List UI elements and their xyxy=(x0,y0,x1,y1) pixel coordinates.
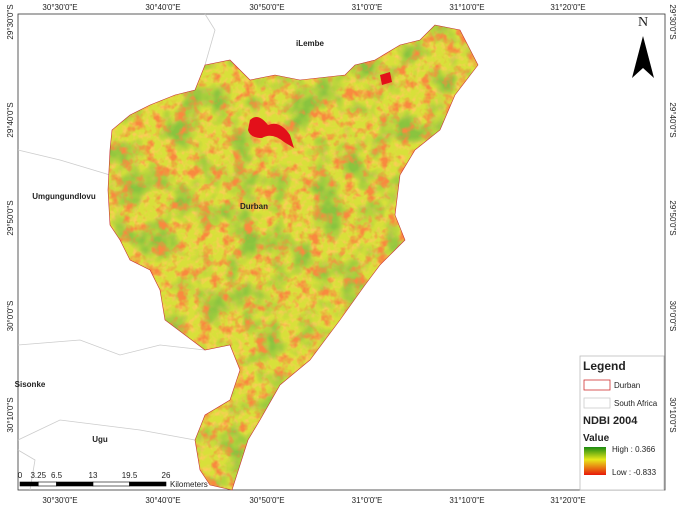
legend: Legend Durban South Africa NDBI 2004 Val… xyxy=(579,355,665,491)
scale-segment xyxy=(56,481,94,487)
graticule-label: 31°0'0"E xyxy=(352,3,383,12)
legend-high: High : 0.366 xyxy=(612,445,656,454)
north-arrow: N xyxy=(632,15,654,78)
scale-tick-label: 26 xyxy=(162,471,171,480)
place-label: Umgungundlovu xyxy=(32,192,96,201)
place-label: Durban xyxy=(240,202,268,211)
graticule-label: 29°50'0"S xyxy=(668,200,677,235)
place-label: Ugu xyxy=(92,435,108,444)
scale-unit: Kilometers xyxy=(170,480,208,489)
scale-segment xyxy=(19,481,39,487)
place-labels: iLembe Umgungundlovu Durban Sisonke Ugu xyxy=(15,39,325,444)
graticule-label: 31°10'0"E xyxy=(449,3,484,12)
graticule-label: 30°0'0"S xyxy=(668,301,677,332)
legend-low: Low : -0.833 xyxy=(612,468,657,477)
graticule-label: 29°30'0"S xyxy=(6,4,15,39)
graticule-label: 30°50'0"E xyxy=(249,3,284,12)
graticule-label: 29°40'0"S xyxy=(668,102,677,137)
graticule-labels: 30°30'0"E 30°40'0"E 30°50'0"E 31°0'0"E 31°10… xyxy=(6,3,677,505)
scale-tick-label: 19.5 xyxy=(122,471,138,480)
legend-layer: NDBI 2004 xyxy=(583,415,638,427)
graticule-label: 30°30'0"E xyxy=(42,3,77,12)
legend-item: South Africa xyxy=(614,399,658,408)
graticule-label: 30°10'0"S xyxy=(668,397,677,432)
graticule-label: 30°10'0"S xyxy=(6,397,15,432)
place-label: Sisonke xyxy=(15,380,46,389)
graticule-label: 31°20'0"E xyxy=(550,3,585,12)
graticule-label: 31°20'0"E xyxy=(550,496,585,505)
graticule-label: 30°40'0"E xyxy=(145,496,180,505)
scale-tick-label: 0 xyxy=(18,471,23,480)
scale-tick-label: 3.25 xyxy=(30,471,46,480)
legend-item: Durban xyxy=(614,381,640,390)
graticule-label: 29°40'0"S xyxy=(6,102,15,137)
graticule-label: 30°30'0"E xyxy=(42,496,77,505)
graticule-label: 31°10'0"E xyxy=(449,496,484,505)
legend-title: Legend xyxy=(583,359,626,373)
graticule-label: 29°30'0"S xyxy=(668,4,677,39)
scale-segment xyxy=(92,481,130,487)
graticule-label: 31°0'0"E xyxy=(352,496,383,505)
graticule-label: 29°50'0"S xyxy=(6,200,15,235)
north-label: N xyxy=(638,15,648,30)
place-label: iLembe xyxy=(296,39,325,48)
legend-value-title: Value xyxy=(583,433,610,444)
scale-tick-label: 6.5 xyxy=(51,471,63,480)
graticule-label: 30°40'0"E xyxy=(145,3,180,12)
durban-boundary xyxy=(107,24,479,491)
graticule-label: 30°0'0"S xyxy=(6,301,15,332)
graticule-label: 30°50'0"E xyxy=(249,496,284,505)
scale-segment xyxy=(37,481,57,487)
district-boundaries xyxy=(17,13,216,491)
scale-tick-label: 13 xyxy=(89,471,98,480)
scale-segment xyxy=(129,481,167,487)
